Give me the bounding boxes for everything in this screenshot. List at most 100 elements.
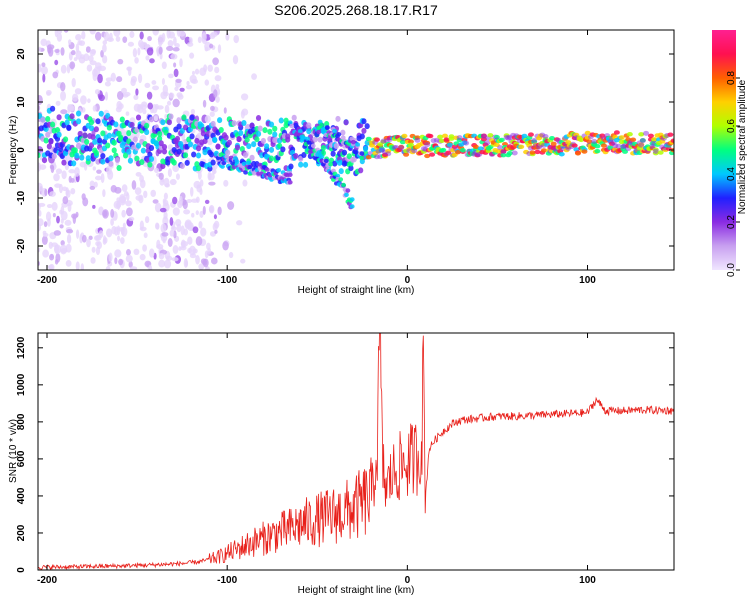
spectrogram-speckle [38,247,41,253]
x-tick-label: 0 [405,275,411,286]
spectrogram-band-blob [403,152,410,157]
spectrogram-speckle [217,44,222,54]
spectrogram-speckle [102,209,109,219]
spectrogram-band-blob [272,131,278,138]
spectrogram-speckle [188,37,193,43]
spectrogram-speckle [168,31,176,39]
spectrogram-band-blob [445,150,452,155]
spectrogram-band-blob [75,142,82,149]
spectrogram-band-blob [443,137,450,142]
spectrogram-band-blob [160,119,166,126]
spectrogram-speckle [131,180,137,190]
spectrogram-speckle [178,195,183,206]
spectrogram-band-blob [69,113,75,120]
spectrogram-speckle [163,192,168,200]
spectrogram-speckle [55,100,61,106]
spectrogram-speckle [134,187,142,195]
spectrogram-speckle [139,220,144,231]
spectrogram-speckle [89,180,95,188]
spectrogram-speckle [187,42,194,47]
spectrogram-band-halo [484,140,491,146]
spectrogram-speckle [172,196,178,205]
spectrogram-speckle [72,214,77,224]
spectrogram-speckle [171,257,179,262]
colorbar: 0.0 0.2 0.4 0.6 0.8 Normalized spectral ampl… [712,30,748,277]
spectrogram-band-blob [85,155,91,162]
spectrogram-band-blob [98,110,104,117]
spectrogram-branch-blob [328,162,333,167]
spectrogram-speckle [38,209,42,217]
spectrogram-band-blob [477,146,484,151]
spectrogram-band-blob [100,153,106,160]
spectrogram-band-blob [454,149,461,155]
spectrogram-band-blob [122,152,129,159]
y-tick-label: 600 [16,450,27,467]
spectrogram-band-blob [446,142,453,148]
spectrogram-speckle [149,248,155,258]
spectrogram-band-blob [399,139,406,145]
spectrogram-speckle [104,91,109,101]
spectrogram-speckle [41,66,48,75]
spectrogram-band-blob [195,152,202,159]
spectrogram-speckle [117,235,121,242]
snr-frame [37,332,675,571]
spectrogram-band-blob [302,161,309,168]
spectrogram-speckle [104,81,111,87]
spectrogram-speckle [38,202,41,212]
spectrogram-speckle [42,232,49,237]
spectrogram-band-blob [51,153,57,160]
spectrogram-band-blob [236,136,242,143]
spectrogram-band-blob [264,143,270,150]
spectrogram-branch-blob [332,128,337,134]
spectrogram-speckle [215,95,220,103]
spectrogram-speckle [133,103,141,112]
spectrogram-band-halo [424,142,431,148]
spectrogram-speckle [128,216,135,222]
spectrogram-speckle [214,66,220,74]
spectrogram-speckle [139,104,148,110]
spectrogram-band-blob [77,130,83,137]
snr-ylabel: SNR (10 * v/v) [8,419,19,483]
spectrogram-band-blob [594,144,601,149]
spectrogram-speckle [94,31,102,41]
spectrogram-speckle [137,73,143,84]
spectrogram-branch-blob [233,156,238,161]
colorbar-bar [712,30,736,270]
spectrogram-band-blob [358,167,364,174]
spectrogram-speckle [251,73,257,80]
spectrogram-band-halo [639,138,646,144]
spectrogram-band-blob [440,147,447,153]
spectrogram-speckle [204,115,211,124]
spectrogram-speckle [170,226,177,231]
spectrogram-speckle [147,102,154,110]
spectrogram-speckle [169,178,177,186]
spectrogram-speckle [45,89,52,96]
spectrogram-band-blob [148,116,155,123]
spectrogram-band-blob [438,138,445,144]
spectrogram-speckle [71,77,76,88]
spectrogram-speckle [81,234,87,243]
spectrogram-band-blob [135,142,142,149]
spectrogram-speckle [172,207,180,216]
spectrogram-band-blob [255,130,262,137]
y-tick-label: 10 [16,96,27,108]
spectrogram-speckle [118,258,124,266]
spectrogram-speckle [114,249,122,258]
spectrogram-band-blob [166,119,172,126]
spectrogram-speckle [127,41,135,47]
spectrogram-speckle [91,246,96,253]
spectrogram-branch-blob [287,120,293,125]
spectrogram-branch-blob [264,167,270,172]
spectrogram-speckle [198,220,203,229]
spectrogram-band-blob [231,120,237,127]
spectrogram-speckle [38,94,43,105]
spectrogram-speckle [96,169,102,174]
spectrogram-speckle [202,99,207,108]
spectrogram-speckle [190,186,194,197]
spectrogram-speckle [197,36,202,44]
spectrogram-speckle [139,179,146,189]
spectrogram-speckle [55,168,63,175]
spectrogram-speckle [113,30,121,37]
spectrogram-branch-blob [243,170,248,175]
spectrogram-band-blob [260,137,266,144]
